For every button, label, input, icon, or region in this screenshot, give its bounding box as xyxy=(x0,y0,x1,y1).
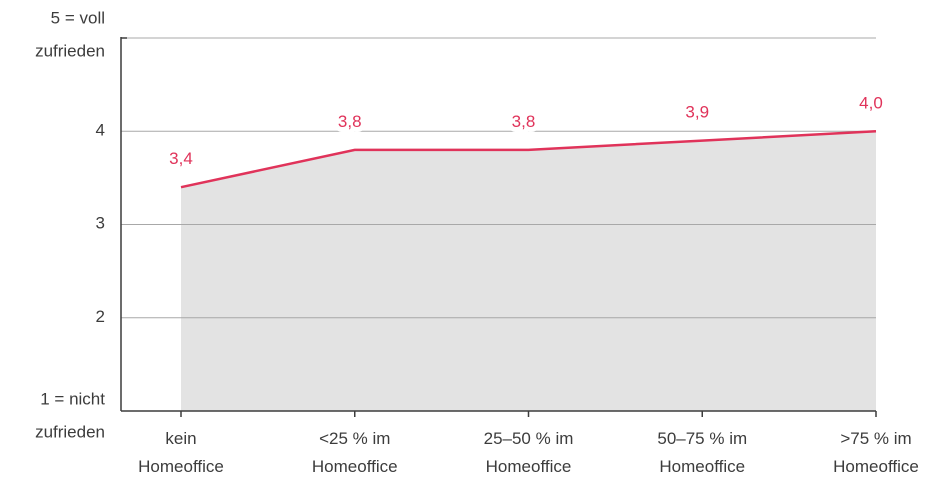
line xyxy=(180,130,877,189)
y-tick-label: 5 = voll zufrieden xyxy=(35,9,105,61)
x-tick-label: 25–50 % im Homeoffice xyxy=(484,429,574,476)
x-tick-label: >75 % im Homeoffice xyxy=(833,429,919,476)
value-label: 4,0 xyxy=(859,94,883,113)
y-tick-label: 2 xyxy=(96,307,105,326)
value-label: 3,4 xyxy=(169,150,193,169)
value-label: 3,8 xyxy=(512,112,536,131)
value-label: 3,9 xyxy=(685,103,709,122)
y-tick-label: 1 = nicht zufrieden xyxy=(35,390,105,442)
x-tick-label: 50–75 % im Homeoffice xyxy=(657,429,747,476)
x-tick-label: kein Homeoffice xyxy=(138,429,224,476)
area xyxy=(181,131,876,411)
x-tick-label: <25 % im Homeoffice xyxy=(312,429,398,476)
value-label: 3,8 xyxy=(338,112,362,131)
y-tick-label: 4 xyxy=(96,121,105,140)
y-tick-label: 3 xyxy=(96,214,105,233)
